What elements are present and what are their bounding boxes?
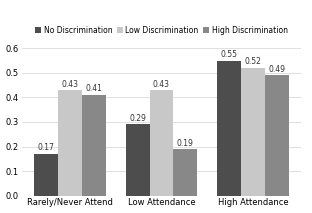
Text: 0.41: 0.41: [85, 85, 102, 94]
Bar: [217, 60, 241, 196]
Bar: [241, 68, 265, 196]
Bar: [265, 75, 289, 196]
Bar: [149, 90, 173, 196]
Text: 0.29: 0.29: [129, 114, 146, 123]
Text: 0.49: 0.49: [268, 65, 285, 74]
Text: 0.17: 0.17: [38, 143, 55, 153]
Text: 0.19: 0.19: [177, 138, 194, 148]
Bar: [58, 90, 82, 196]
Bar: [126, 124, 149, 196]
Text: 0.43: 0.43: [61, 80, 78, 89]
Text: 0.43: 0.43: [153, 80, 170, 89]
Bar: [82, 95, 106, 196]
Legend: No Discrimination, Low Discrimination, High Discrimination: No Discrimination, Low Discrimination, H…: [35, 26, 288, 35]
Text: 0.55: 0.55: [221, 50, 237, 59]
Bar: [34, 154, 58, 196]
Bar: [173, 149, 197, 196]
Text: 0.52: 0.52: [244, 58, 261, 66]
